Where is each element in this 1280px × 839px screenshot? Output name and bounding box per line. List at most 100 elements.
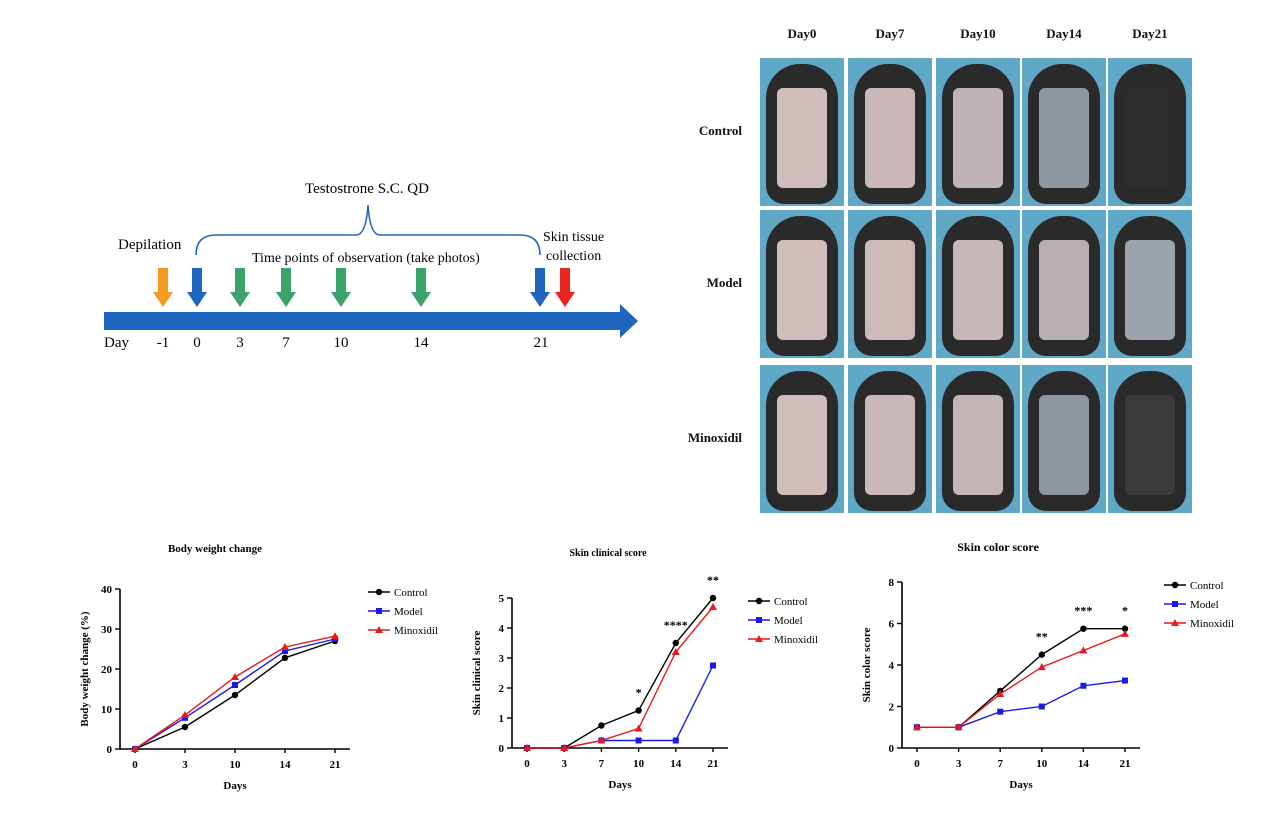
mouse-photo [848,58,932,206]
y-tick-label: 4 [889,660,895,672]
mouse-photo [1108,58,1192,206]
significance-label: **** [664,618,688,632]
data-point-minoxidil [1121,629,1129,637]
data-point-minoxidil [560,744,569,751]
x-tick-label: 3 [182,759,188,771]
y-tick-label: 3 [499,653,505,665]
data-point-control [598,722,605,729]
chart-skin-clinical: Skin clinical score 0 3 7 10 14 21 0 1 2 3 4 5 Days Sk… [470,535,850,830]
data-point-model [997,708,1004,715]
x-tick-label: 10 [1036,758,1048,770]
chart-title: Skin clinical score [569,548,647,559]
series-line-minoxidil [527,606,714,749]
data-point-control [1038,651,1045,658]
series-line-model [917,679,1126,728]
y-tick-label: 8 [889,577,895,589]
photo-column-header: Day0 [787,26,817,41]
mouse-photo [936,58,1020,206]
photo-row-label: Minoxidil [687,430,742,445]
x-tick-label: 3 [561,758,567,770]
data-point-minoxidil [913,723,921,731]
legend-label: Minoxidil [774,634,818,646]
photo-grid: Day0 Day7 Day10 Day14 Day21 Control Model Minox… [680,18,1200,523]
data-point-minoxidil [996,690,1005,698]
photo-row-label: Model [706,275,742,290]
data-point-control [181,723,189,731]
y-tick-label: 2 [889,702,895,714]
skin-color-chart-svg: Skin color score 0 3 7 10 14 21 0 2 4 6 8 Days Skin c… [861,540,1234,791]
significance-label: ** [1036,630,1048,644]
data-point-model [635,737,642,744]
legend-marker [1172,601,1178,607]
photo-row-label: Control [698,123,742,138]
legend-marker [376,608,382,614]
data-point-control [1121,625,1129,632]
data-point-model [1038,703,1045,710]
data-point-model [672,737,679,744]
observation-label: Time points of observation (take photos) [252,251,480,266]
x-axis-label: Days [223,780,247,792]
chart-title: Skin color score [957,540,1039,554]
chart-skin-color: Skin color score 0 3 7 10 14 21 0 2 4 6 8 Days Skin c… [850,530,1270,825]
data-point-minoxidil [131,745,139,752]
y-tick-label: 1 [499,713,505,725]
skin-clinical-chart-svg: Skin clinical score 0 3 7 10 14 21 0 1 2 3 4 5 Days Sk… [471,548,818,791]
legend-marker [1171,619,1179,626]
data-point-minoxidil [231,673,239,680]
collection-label-line1: Skin tissue [543,230,604,245]
x-tick-label: 0 [132,759,138,771]
timeline-day-label: 14 [414,335,430,351]
depilation-label: Depilation [118,237,182,253]
series-line-model [527,665,714,749]
treatment-end-arrow [530,268,550,307]
legend-marker [755,597,763,605]
data-point-minoxidil [709,603,717,610]
x-tick-label: 7 [599,758,605,770]
data-point-minoxidil [597,736,606,744]
photo-column-header: Day21 [1132,26,1168,41]
timeline-day-label: 10 [334,335,349,351]
mouse-photo [1108,210,1192,358]
x-tick-label: 21 [330,759,341,771]
y-tick-label: 30 [101,624,113,636]
mouse-photo [1022,210,1106,358]
legend-label: Minoxidil [394,625,438,637]
x-tick-label: 10 [633,758,645,770]
mouse-photo [760,210,844,358]
body-weight-chart-svg: Body weight change 0 3 10 14 21 0 10 20 30 40 Days B… [79,543,438,792]
x-tick-label: 14 [670,758,682,770]
legend-label: Control [1190,580,1224,592]
y-tick-label: 2 [499,683,505,695]
observation-arrow-day14 [411,268,431,307]
x-tick-label: 21 [708,758,719,770]
photo-column-header: Day7 [875,26,905,41]
y-axis-label: Skin clinical score [471,631,483,716]
data-point-control [1080,625,1087,632]
mouse-photo [1022,365,1106,513]
y-tick-label: 40 [101,584,113,596]
x-tick-label: 21 [1120,758,1131,770]
legend-marker [1171,581,1179,589]
y-axis-label: Skin color score [861,628,873,703]
data-point-minoxidil [1079,646,1088,654]
legend-marker [375,626,383,633]
significance-label: *** [1074,604,1092,618]
mouse-photo [1022,58,1106,206]
timeline-day-label: -1 [157,335,170,351]
data-point-control [635,707,642,714]
legend-marker [755,635,763,642]
x-tick-label: 0 [524,758,530,770]
data-point-model [232,682,238,688]
chart-title: Body weight change [168,543,262,555]
y-tick-label: 4 [499,623,505,635]
x-tick-label: 7 [997,758,1003,770]
y-tick-label: 0 [889,743,895,755]
mouse-photo [848,365,932,513]
timeline-day-label: 7 [282,335,290,351]
observation-arrow-day3 [230,268,250,307]
data-point-minoxidil [671,648,680,655]
y-tick-label: 0 [107,744,113,756]
data-point-control [709,594,717,602]
legend-label: Model [1190,599,1219,611]
legend-label: Control [394,587,428,599]
